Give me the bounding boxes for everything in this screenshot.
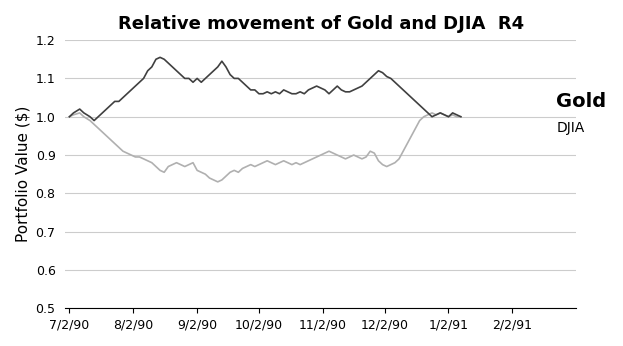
Title: Relative movement of Gold and DJIA  R4: Relative movement of Gold and DJIA R4	[118, 15, 524, 33]
Text: DJIA: DJIA	[556, 121, 584, 135]
Text: Gold: Gold	[556, 92, 607, 111]
Y-axis label: Portfolio Value ($): Portfolio Value ($)	[15, 106, 30, 243]
